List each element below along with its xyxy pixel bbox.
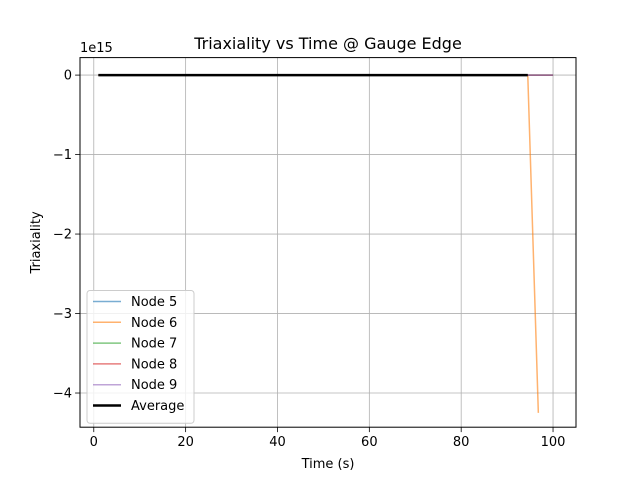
legend-label-node-8: Node 8 xyxy=(131,357,177,372)
legend: Node 5 Node 6 Node 7 Node 8 Node 9 Average xyxy=(86,290,195,424)
y-axis-label: Triaxiality xyxy=(29,211,44,275)
x-tick-label: 60 xyxy=(361,435,378,450)
plot-frame xyxy=(79,57,577,428)
y-tick-label: −3 xyxy=(53,307,72,322)
plot-lines xyxy=(98,73,554,413)
y-tick-label: 0 xyxy=(64,69,72,84)
x-tick-label: 20 xyxy=(177,435,194,450)
x-axis-label: Time (s) xyxy=(301,457,355,472)
legend-frame xyxy=(86,290,195,424)
y-offset-text: 1e15 xyxy=(80,41,113,56)
chart-title: Triaxiality vs Time @ Gauge Edge xyxy=(193,34,462,53)
y-tick-label: −2 xyxy=(53,228,72,243)
x-tick-label: 0 xyxy=(90,435,98,450)
y-tick-label: −4 xyxy=(53,387,72,402)
legend-label-node-6: Node 6 xyxy=(131,316,177,331)
x-tick-label: 40 xyxy=(269,435,286,450)
x-tick-label: 80 xyxy=(453,435,470,450)
axis-ticks: 0 20 40 60 80 100 0 −1 −2 −3 −4 xyxy=(53,69,566,451)
legend-label-node-7: Node 7 xyxy=(131,337,177,352)
legend-label-node-9: Node 9 xyxy=(131,378,177,393)
legend-label-average: Average xyxy=(131,399,184,414)
grid xyxy=(80,57,576,428)
legend-label-node-5: Node 5 xyxy=(131,295,177,310)
y-tick-label: −1 xyxy=(53,148,72,163)
x-tick-label: 100 xyxy=(541,435,566,450)
